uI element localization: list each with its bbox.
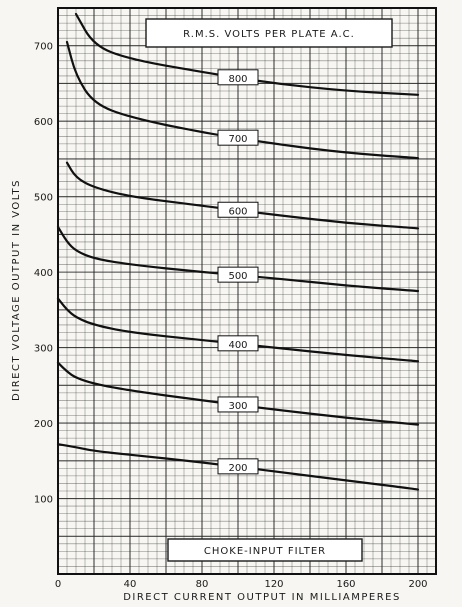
y-tick-label: 600 (34, 117, 53, 128)
series-curve-600 (65, 161, 420, 230)
series-label-300: 300 (228, 401, 247, 412)
series-label-700: 700 (228, 134, 247, 145)
x-tick-label: 160 (336, 579, 355, 590)
chart-title: R.M.S. VOLTS PER PLATE A.C. (183, 29, 355, 40)
plot-border (57, 7, 437, 575)
series-label-box-600 (217, 201, 259, 218)
x-tick-label: 80 (196, 579, 209, 590)
series-curve-700 (65, 40, 420, 160)
series-label-box-500 (217, 266, 259, 283)
series-label-500: 500 (228, 271, 247, 282)
series-curve-200 (56, 443, 420, 491)
series-curve-800 (74, 12, 420, 96)
x-tick-label: 0 (55, 579, 61, 590)
series-label-800: 800 (228, 74, 247, 85)
y-tick-label: 700 (34, 42, 53, 53)
y-tick-label: 100 (34, 495, 53, 506)
series-label-box-700 (217, 129, 259, 146)
series-curve-300 (56, 361, 420, 426)
footer-label-box (167, 538, 363, 562)
series-curve-400 (56, 297, 420, 363)
series-label-box-200 (217, 458, 259, 475)
series-label-200: 200 (228, 463, 247, 474)
x-tick-label: 120 (264, 579, 283, 590)
x-tick-label: 200 (408, 579, 427, 590)
y-tick-label: 400 (34, 268, 53, 279)
footer-label: CHOKE-INPUT FILTER (204, 546, 326, 557)
series-label-box-800 (217, 69, 259, 86)
series-label-box-400 (217, 335, 259, 352)
series-label-600: 600 (228, 206, 247, 217)
series-layer: 800 700 600 500 400 300 200 (56, 12, 420, 491)
x-tick-labels: 0 40 80 120 160 200 (55, 579, 428, 590)
y-tick-labels: 100 200 300 400 500 600 700 (34, 42, 53, 506)
series-label-400: 400 (228, 340, 247, 351)
x-axis-title: DIRECT CURRENT OUTPUT IN MILLIAMPERES (123, 592, 401, 603)
y-axis-title: DIRECT VOLTAGE OUTPUT IN VOLTS (11, 179, 22, 401)
x-tick-label: 40 (124, 579, 137, 590)
series-curve-500 (56, 225, 420, 293)
y-tick-label: 200 (34, 419, 53, 430)
y-tick-label: 300 (34, 344, 53, 355)
y-tick-label: 500 (34, 193, 53, 204)
plot-frame (57, 7, 437, 575)
series-label-box-300 (217, 396, 259, 413)
chart-title-box (145, 18, 393, 48)
